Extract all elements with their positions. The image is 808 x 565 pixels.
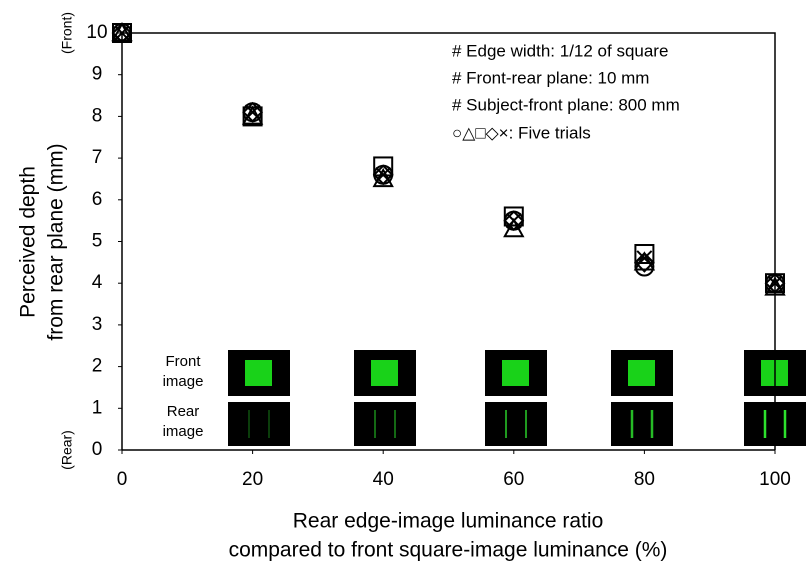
x-axis-label: Rear edge-image luminance ratio [293, 510, 604, 533]
annotation: ○△□◇×: Five trials [452, 123, 591, 142]
y-tick-label: 5 [92, 231, 103, 252]
rear-label: (Rear) [59, 430, 75, 470]
front-square [628, 360, 655, 386]
rear-image [611, 402, 673, 446]
y-tick-label: 2 [92, 356, 103, 377]
annotation: # Front-rear plane: 10 mm [452, 68, 649, 87]
x-tick-label: 20 [242, 469, 263, 490]
chart: Front image Rear image # Edge width: 1/1… [0, 0, 808, 565]
x-tick-label: 60 [503, 469, 524, 490]
rear-image [485, 402, 547, 446]
y-tick-label: 6 [92, 189, 103, 210]
y-tick-label: 0 [92, 439, 103, 460]
x-tick-label: 40 [373, 469, 394, 490]
inset-label: Front [165, 353, 201, 370]
annotation: # Subject-front plane: 800 mm [452, 95, 680, 114]
y-tick-label: 1 [92, 397, 103, 418]
y-tick-label: 8 [92, 105, 103, 126]
front-square [245, 360, 272, 386]
front-square [502, 360, 529, 386]
x-tick-label: 80 [634, 469, 655, 490]
y-axis-label: Perceived depth [17, 166, 40, 318]
inset-label: Rear [167, 403, 200, 420]
y-tick-label: 10 [86, 22, 107, 43]
x-tick-label: 100 [759, 469, 791, 490]
y-axis-label: from rear plane (mm) [45, 143, 68, 340]
rear-image [354, 402, 416, 446]
annotation: # Edge width: 1/12 of square [452, 41, 668, 60]
image-insets [228, 350, 806, 446]
front-square [371, 360, 398, 386]
front-label: (Front) [59, 12, 75, 54]
x-tick-label: 0 [117, 469, 128, 490]
x-axis-label: compared to front square-image luminance… [229, 539, 668, 562]
y-tick-label: 3 [92, 314, 103, 335]
y-tick-label: 9 [92, 64, 103, 85]
inset-label: image [163, 373, 204, 390]
y-tick-label: 7 [92, 147, 103, 168]
y-tick-label: 4 [92, 272, 103, 293]
inset-label: image [163, 423, 204, 440]
rear-image [228, 402, 290, 446]
